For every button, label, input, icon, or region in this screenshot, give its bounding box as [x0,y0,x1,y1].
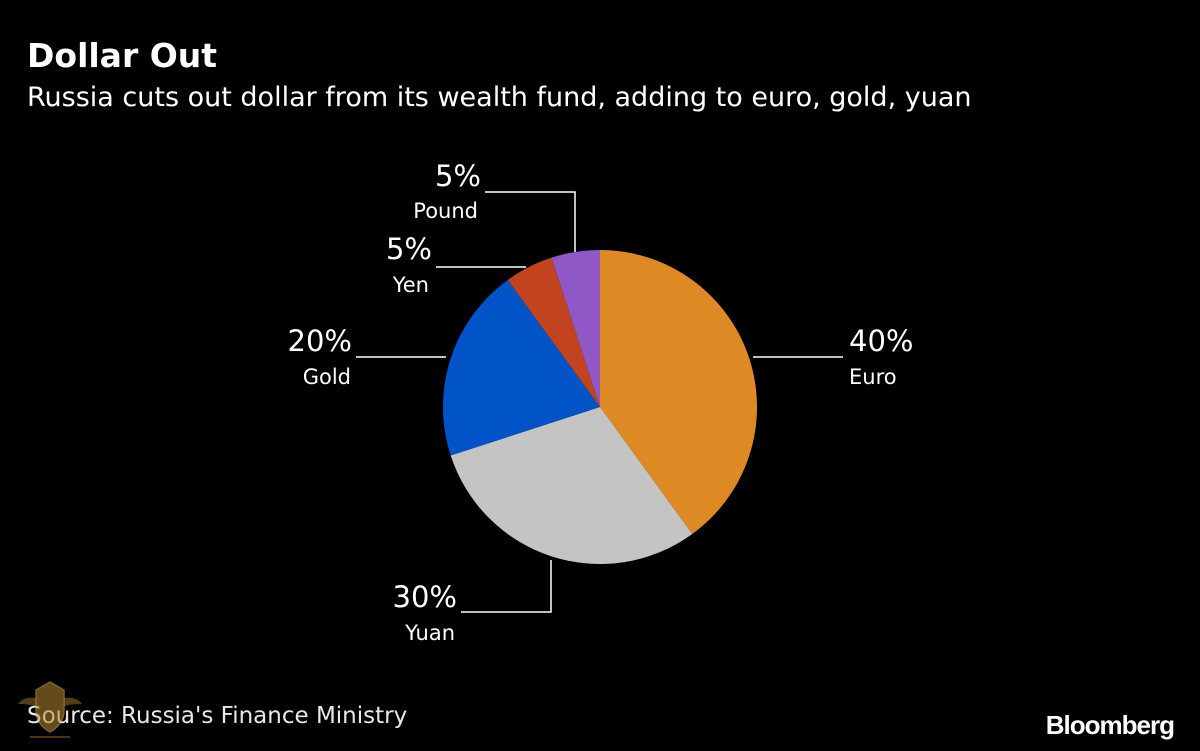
pie-labels: 40% Euro 30% Yuan 20% Gold 5% Yen 5% Pound [288,159,914,645]
value-label-yuan: 30% [393,580,457,614]
pie-slice-yuan [450,407,693,565]
pie-slice-gold [443,279,600,456]
pie-slice-euro [600,250,758,535]
category-label-yen: Yen [392,273,429,297]
value-label-euro: 40% [849,324,913,358]
source-note: Source: Russia's Finance Ministry [27,703,408,729]
value-label-gold: 20% [288,324,352,358]
chart-subtitle: Russia cuts out dollar from its wealth f… [27,82,972,113]
chart-title: Dollar Out [27,36,218,75]
value-label-pound: 5% [435,159,481,193]
category-label-yuan: Yuan [404,621,455,645]
leader-line-pound [485,191,576,252]
category-label-pound: Pound [413,199,478,223]
leader-line-yuan [461,560,552,613]
category-label-euro: Euro [849,365,897,389]
bloomberg-logo: Bloomberg [1045,710,1175,740]
pie-slices [443,250,758,565]
forum-watermark-emblem [18,681,82,738]
category-label-gold: Gold [303,365,351,389]
pie-slice-pound [551,250,600,407]
pie-slice-yen [507,257,600,407]
value-label-yen: 5% [386,232,432,266]
